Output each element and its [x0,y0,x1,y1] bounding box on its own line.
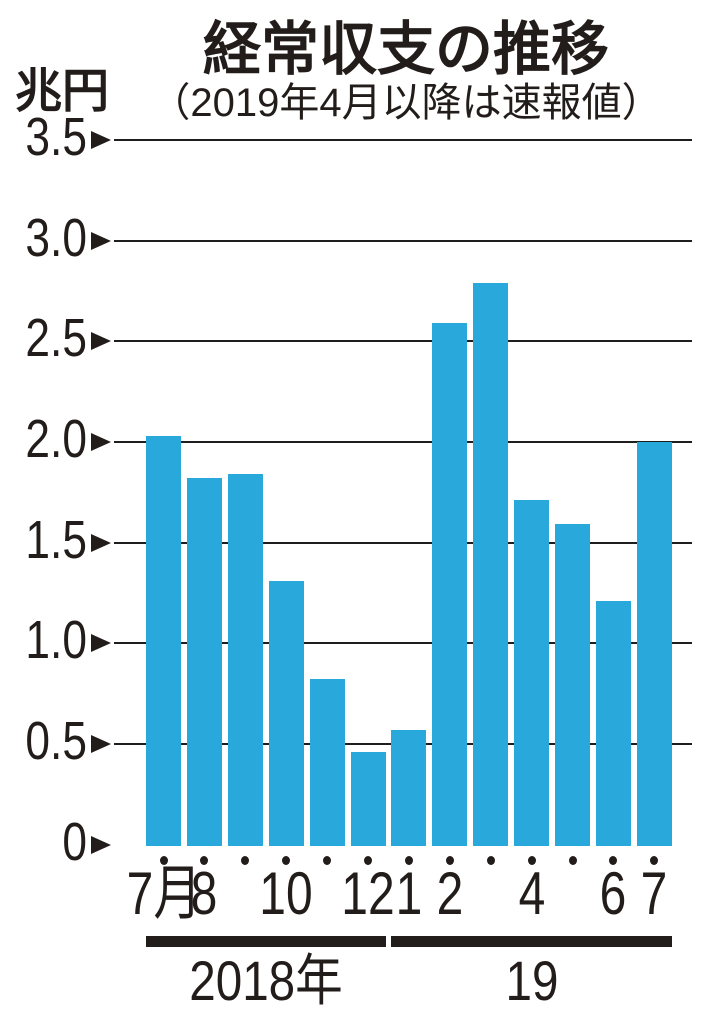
bar [227,474,263,847]
x-tick-dot [323,856,332,865]
year-bracket [146,936,386,947]
x-tick-label: 6 [600,860,627,927]
y-tick-arrow-icon [91,332,111,351]
x-tick-dot [609,856,618,865]
bar [636,441,672,847]
x-tick-label: 2 [436,860,464,927]
gridline [114,541,692,544]
x-tick-label: 1 [395,860,423,927]
bar [432,323,468,847]
y-tick-arrow-icon [91,734,111,753]
gridline [114,138,692,141]
y-axis-unit-label: 兆円 [15,64,109,117]
x-tick-label: 8 [191,860,218,927]
year-bracket [391,936,672,947]
y-tick-label: 2.0 [25,408,87,469]
bar [146,435,181,847]
x-tick-dot [241,856,250,865]
gridline [114,642,692,645]
bar [555,524,590,847]
bar [595,600,631,847]
x-tick-label: 10 [259,860,313,927]
y-tick-label: 3.0 [25,207,87,268]
y-tick-arrow-icon [91,130,111,149]
x-tick-dot [445,856,454,865]
x-tick-dot [282,856,291,865]
x-tick-dot [200,856,209,865]
bar [391,729,427,847]
x-tick-label: 7月 [126,860,201,927]
year-label: 19 [505,949,559,1012]
x-tick-label: 7 [640,860,668,927]
x-tick-dot [568,856,577,865]
chart-subtitle: （2019年4月以降は速報値） [150,81,662,125]
y-tick-label: 3.5 [25,106,87,167]
y-tick-label: 2.5 [25,308,87,369]
x-tick-label: 4 [518,860,545,927]
x-tick-dot [404,856,413,865]
y-tick-label: 1.0 [25,610,87,671]
gridline [114,239,692,242]
x-tick-dot [486,856,495,865]
y-tick-label: 1.5 [25,509,87,570]
x-tick-dot [159,856,168,865]
y-tick-arrow-icon [91,432,111,451]
bar [186,478,222,847]
y-tick-label: 0.5 [25,710,87,771]
y-tick-arrow-icon [91,634,111,653]
chart-title: 経常収支の推移 [202,17,609,82]
y-tick-arrow-icon [91,231,111,250]
x-tick-dot [527,856,536,865]
year-label: 2018年 [189,949,343,1012]
gridline [114,440,692,443]
bar [350,751,386,847]
bar [309,679,345,847]
y-tick-label: 0 [62,811,87,872]
x-tick-dot [650,856,659,865]
x-tick-label: 12 [341,860,395,927]
y-tick-arrow-icon [91,835,111,854]
x-tick-dot [364,856,372,865]
bar [473,282,509,847]
bar [268,580,304,847]
gridline [114,340,692,343]
y-tick-arrow-icon [91,533,111,552]
bar [514,500,550,847]
